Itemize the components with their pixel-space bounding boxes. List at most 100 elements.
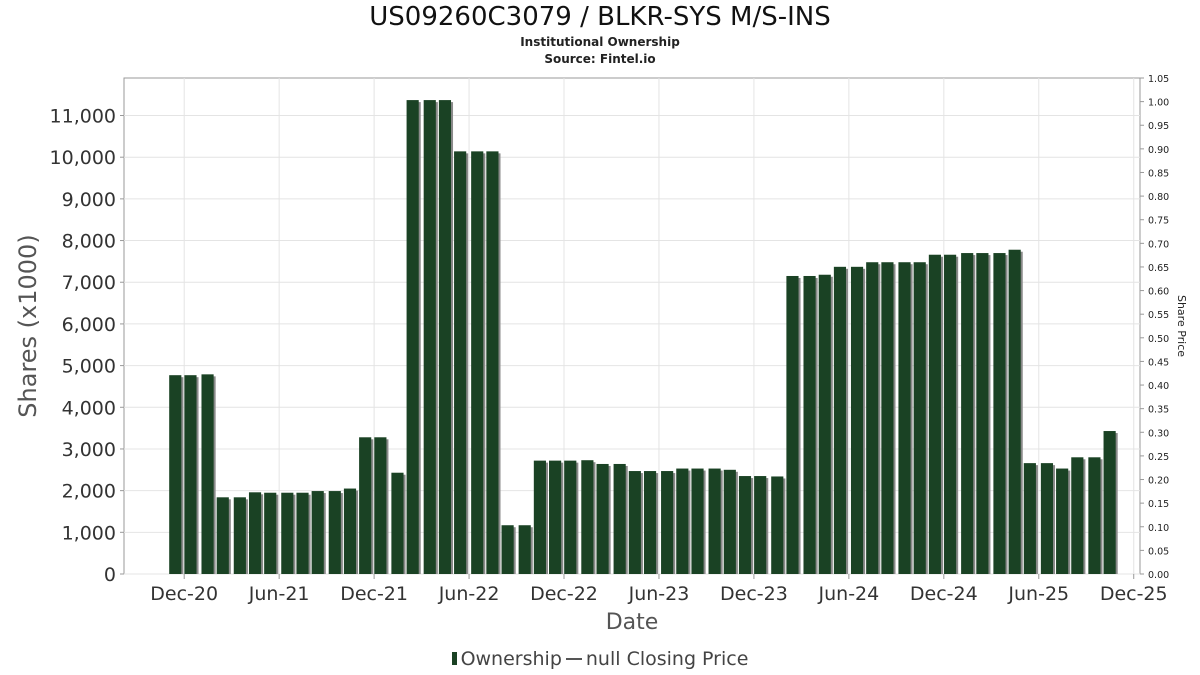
ownership-bar: [850, 266, 864, 574]
ownership-bar: [928, 254, 941, 574]
y2-tick-label: 1.00: [1148, 98, 1169, 109]
y2-tick-label: 0.15: [1148, 499, 1169, 510]
ownership-bar: [913, 262, 926, 574]
ownership-bar: [661, 471, 674, 574]
y2-tick-label: 0.10: [1148, 523, 1169, 534]
ownership-bar: [833, 266, 847, 574]
legend-ownership-swatch: [451, 652, 457, 665]
x-tick-label: Dec-24: [910, 583, 978, 605]
y-tick-label: 6,000: [62, 314, 116, 336]
ownership-bar: [1023, 463, 1036, 574]
y2-tick-label: 0.50: [1148, 334, 1169, 345]
x-tick-label: Jun-24: [818, 583, 880, 605]
y2-tick-label: 0.65: [1148, 263, 1169, 274]
ownership-bar: [501, 525, 514, 574]
y-tick-label: 1,000: [62, 522, 116, 544]
ownership-bar: [1071, 457, 1084, 574]
y2-tick-label: 0.20: [1148, 476, 1169, 487]
ownership-bar: [391, 472, 404, 574]
ownership-bar: [596, 463, 609, 574]
ownership-bar: [898, 262, 911, 574]
ownership-bar: [406, 100, 419, 574]
ownership-bar: [169, 375, 182, 574]
ownership-bar: [184, 375, 197, 574]
y-axis-label: Shares (x1000): [14, 234, 42, 417]
x-tick-label: Dec-22: [530, 583, 598, 605]
ownership-chart: 0 1,000 2,000 3,000 4,000 5,000 6,000 7,000 8,00…: [14, 74, 1188, 635]
ownership-bar: [328, 491, 341, 574]
ownership-bar: [533, 460, 546, 574]
ownership-bar: [993, 253, 1006, 574]
y2-tick-label: 1.05: [1148, 74, 1169, 85]
chart-subtitle: Institutional Ownership: [520, 35, 680, 49]
ownership-bar: [423, 100, 436, 574]
y2-tick-label: 0.45: [1148, 357, 1169, 368]
y2-tick-label: 0.35: [1148, 405, 1169, 416]
y2-tick-label: 0.75: [1148, 216, 1169, 227]
ownership-bar: [281, 492, 294, 574]
y-tick-label: 4,000: [62, 397, 116, 419]
ownership-bar: [1088, 457, 1101, 574]
y2-tick-label: 0.25: [1148, 452, 1169, 463]
ownership-bar: [438, 100, 452, 574]
x-axis: Dec-20 Jun-21 Dec-21 Jun-22 Dec-22 Jun-23 Dec-…: [150, 574, 1168, 605]
ownership-bar: [676, 468, 689, 574]
y2-tick-label: 0.80: [1148, 192, 1169, 203]
y2-tick-label: 0.60: [1148, 287, 1169, 298]
y2-tick-label: 0.85: [1148, 168, 1169, 179]
chart-title: US09260C3079 / BLKR-SYS M/S-INS: [369, 2, 831, 32]
ownership-bar: [1040, 463, 1054, 574]
legend-ownership-label: Ownership: [460, 647, 562, 670]
ownership-bar: [1008, 249, 1021, 574]
bar-series-ownership: [169, 100, 1118, 575]
y-tick-label: 5,000: [62, 356, 116, 378]
x-tick-label: Jun-21: [248, 583, 310, 605]
ownership-bar: [248, 492, 262, 574]
y2-tick-label: 0.90: [1148, 145, 1169, 156]
ownership-bar: [471, 151, 484, 575]
ownership-bar: [961, 253, 974, 574]
ownership-bar: [944, 254, 957, 574]
x-tick-label: Dec-21: [340, 583, 408, 605]
y-tick-label: 11,000: [50, 106, 116, 128]
ownership-bar: [264, 492, 277, 574]
y2-tick-label: 0.00: [1148, 570, 1169, 581]
ownership-bar: [691, 468, 704, 574]
ownership-bar: [628, 471, 641, 574]
x-tick-label: Jun-22: [438, 583, 500, 605]
y-tick-label: 9,000: [62, 189, 116, 211]
ownership-bar: [866, 262, 879, 574]
y2-tick-label: 0.30: [1148, 428, 1169, 439]
y2-axis-label: Share Price: [1175, 295, 1188, 357]
ownership-bar: [881, 262, 894, 574]
ownership-bar: [738, 476, 752, 574]
y2-tick-label: 0.40: [1148, 381, 1169, 392]
y-tick-label: 3,000: [62, 439, 116, 461]
y-tick-label: 8,000: [62, 231, 116, 253]
ownership-bar: [549, 460, 562, 574]
ownership-bar: [818, 274, 831, 574]
ownership-bar: [296, 492, 309, 574]
y2-tick-label: 0.70: [1148, 239, 1169, 250]
y-tick-label: 0: [104, 564, 116, 586]
y2-tick-label: 0.55: [1148, 310, 1169, 321]
ownership-bar: [359, 437, 372, 574]
ownership-bar: [1056, 468, 1069, 574]
y-axis-right: 0.00 0.05 0.10 0.15 0.20 0.25 0.30 0.35 0.40 0.45…: [1140, 74, 1169, 581]
legend: Ownership null Closing Price: [0, 647, 1200, 670]
x-axis-label: Date: [606, 610, 659, 635]
y2-tick-label: 0.05: [1148, 546, 1169, 557]
ownership-bar: [564, 460, 577, 574]
ownership-bar: [786, 275, 799, 574]
ownership-bar: [343, 488, 357, 574]
x-tick-label: Jun-23: [628, 583, 690, 605]
ownership-bar: [454, 151, 467, 575]
ownership-bar: [311, 491, 324, 574]
ownership-bar: [1103, 431, 1116, 574]
ownership-bar: [613, 463, 626, 574]
legend-price-label: null Closing Price: [585, 647, 749, 670]
ownership-bar: [374, 437, 387, 574]
x-tick-label: Dec-20: [150, 583, 218, 605]
y-axis-left: 0 1,000 2,000 3,000 4,000 5,000 6,000 7,000 8,00…: [50, 106, 124, 586]
x-tick-label: Jun-25: [1007, 583, 1069, 605]
